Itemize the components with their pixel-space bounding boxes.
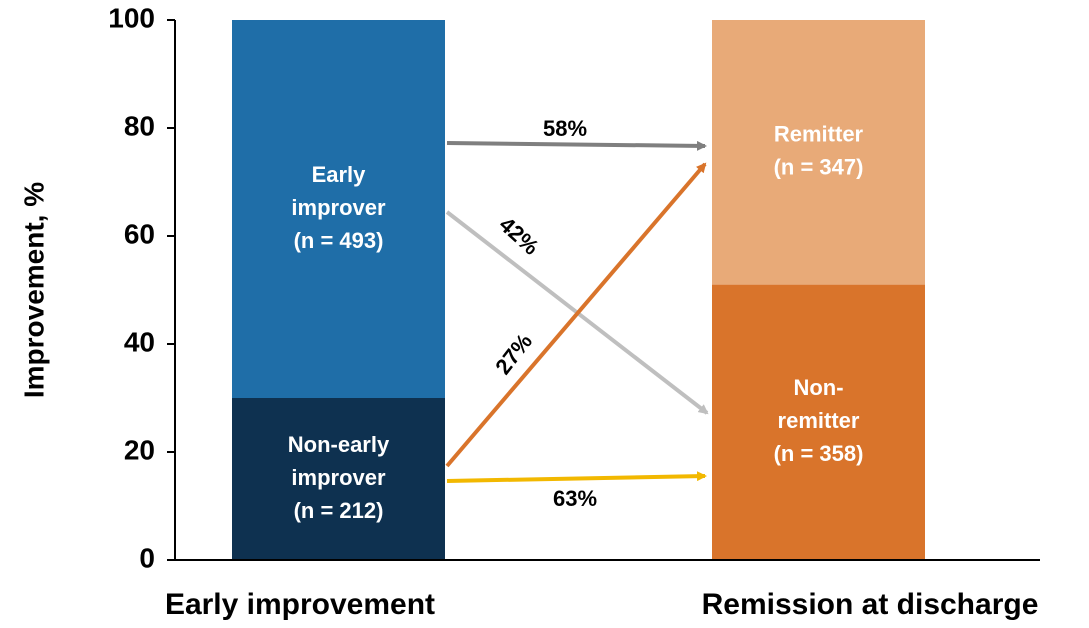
bar-segment bbox=[232, 398, 445, 560]
y-tick-label: 100 bbox=[108, 2, 155, 33]
segment-label: (n = 493) bbox=[294, 228, 384, 253]
segment-label: Non-early bbox=[288, 432, 390, 457]
x-category-label: Remission at discharge bbox=[702, 588, 1039, 621]
segment-label: (n = 212) bbox=[294, 498, 384, 523]
x-category-label: Early improvement bbox=[165, 588, 435, 621]
y-tick-label: 40 bbox=[124, 326, 155, 357]
y-axis-title: Improvement, % bbox=[18, 182, 49, 398]
flow-arrow bbox=[446, 471, 707, 483]
bar-segment bbox=[712, 284, 925, 560]
flow-label: 58% bbox=[543, 116, 587, 141]
flow-label: 63% bbox=[553, 486, 597, 511]
y-tick-label: 0 bbox=[139, 542, 155, 573]
bar-segment bbox=[232, 20, 445, 398]
segment-label: remitter bbox=[778, 408, 860, 433]
segment-label: (n = 347) bbox=[774, 155, 864, 180]
flow-arrow bbox=[446, 140, 707, 151]
segment-label: Remitter bbox=[774, 122, 864, 147]
segment-label: improver bbox=[291, 195, 386, 220]
segment-label: (n = 358) bbox=[774, 441, 864, 466]
bar-segment bbox=[712, 20, 925, 285]
segment-label: Early bbox=[312, 162, 367, 187]
y-tick-label: 60 bbox=[124, 218, 155, 249]
y-tick-label: 20 bbox=[124, 434, 155, 465]
segment-label: improver bbox=[291, 465, 386, 490]
flow-arrow bbox=[445, 162, 707, 468]
y-tick-label: 80 bbox=[124, 110, 155, 141]
segment-label: Non- bbox=[793, 375, 843, 400]
